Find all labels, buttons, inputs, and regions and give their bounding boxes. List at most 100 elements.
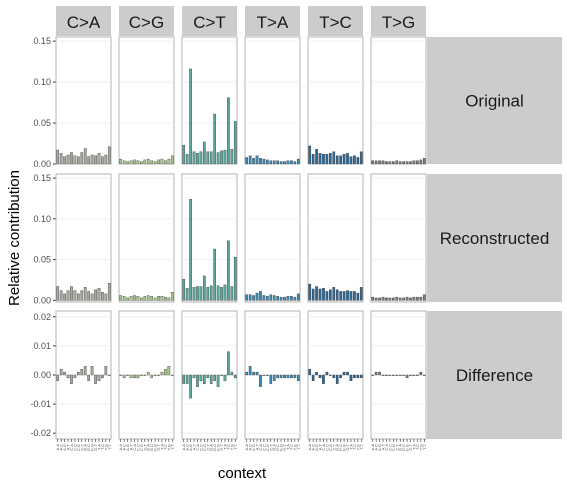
bar-0-0-5 [73,155,77,165]
bar-1-1-3 [129,296,133,301]
x-tick-label-3-1: A.C [248,444,253,451]
row-strip-label-2: Difference [456,366,533,385]
bar-1-5-6 [392,297,395,301]
facet-strip-3 [245,6,300,36]
bar-0-3-5 [262,158,266,165]
x-tick-label-0-3: A.T [66,443,71,450]
x-tick-label-4-14: T.G [355,444,360,450]
x-tick-label-4-15: T.T [359,443,364,449]
bar-0-3-2 [252,158,255,165]
bar-1-0-10 [90,293,94,301]
bar-2-0-6 [77,371,80,376]
bar-1-4-13 [353,291,356,301]
bar-1-1-8 [146,295,150,301]
bar-1-4-10 [342,291,346,301]
bar-2-4-10 [342,371,346,376]
y-tick-label-2-3: 0.01 [33,341,51,351]
bar-2-4-1 [311,374,315,381]
bar-1-1-9 [150,296,153,301]
bar-0-0-4 [70,152,73,165]
bar-2-2-7 [206,374,210,379]
bar-0-2-12 [223,149,227,165]
bar-0-1-2 [126,161,129,165]
bar-0-4-0 [308,145,312,165]
facet-strip-label-4: T>C [319,13,352,32]
bar-1-3-1 [248,294,252,301]
bar-2-0-7 [80,369,84,376]
bar-1-3-8 [272,295,276,301]
x-tick-label-2-8: G.A [209,444,214,451]
y-tick-label-1-1: 0.05 [33,255,51,265]
bar-2-0-2 [63,371,66,376]
bar-2-5-15 [422,374,426,376]
panel-1-5 [370,173,427,303]
bar-0-3-6 [266,159,269,165]
bar-2-3-9 [276,374,279,379]
bar-1-2-10 [216,285,220,301]
bar-1-0-15 [107,283,111,301]
bar-1-4-12 [349,291,353,301]
bar-1-0-3 [66,290,70,301]
x-tick-label-5-8: G.A [398,444,403,451]
bar-2-1-9 [150,374,153,379]
bar-2-1-4 [133,374,136,379]
bar-1-2-9 [213,248,216,301]
bar-0-2-0 [182,144,186,165]
bar-2-5-14 [419,371,423,376]
bar-1-0-9 [87,291,90,301]
bar-0-3-0 [245,157,249,165]
bar-2-0-14 [104,366,108,376]
bar-0-1-5 [136,160,140,165]
bar-1-4-2 [315,286,318,301]
bar-0-1-6 [140,161,143,165]
x-tick-label-1-13: T.C [163,444,168,450]
x-tick-label-2-2: A.G [188,444,193,451]
bar-2-4-2 [315,371,318,376]
bar-2-1-7 [143,374,147,376]
x-tick-label-2-15: T.T [233,443,238,449]
bar-0-0-2 [63,156,66,165]
x-tick-label-0-6: C.G [76,444,81,451]
x-tick-label-0-2: A.G [62,444,67,451]
x-tick-label-3-10: G.G [279,444,284,451]
bar-1-1-10 [153,297,157,301]
panel-0-4 [307,36,364,165]
bar-2-0-10 [90,366,94,376]
x-tick-label-3-7: C.T [268,443,273,450]
y-tick-label-0-0: 0.00 [33,159,51,169]
bar-0-1-3 [129,160,133,165]
bar-0-0-13 [101,156,104,165]
bar-0-2-6 [203,141,206,165]
x-tick-label-0-0: A.A [55,444,60,451]
bar-1-2-15 [233,256,237,301]
bar-2-2-3 [192,374,196,379]
x-tick-label-2-7: C.T [205,443,210,450]
x-tick-label-5-0: A.A [370,444,375,451]
bar-2-4-11 [346,371,349,376]
bar-2-4-14 [356,374,360,379]
x-tick-label-4-2: A.G [314,444,319,451]
bar-1-4-1 [311,288,315,301]
y-tick-label-0-3: 0.15 [33,36,51,46]
bar-0-3-13 [290,160,293,165]
bar-2-0-11 [94,374,97,384]
x-tick-label-0-5: C.C [72,444,77,451]
x-tick-label-5-2: A.G [377,444,382,451]
bar-0-3-3 [255,155,259,165]
bar-1-4-6 [329,289,332,301]
x-tick-label-3-2: A.G [251,444,256,451]
x-tick-label-2-6: C.G [202,444,207,451]
bar-0-0-1 [59,153,63,165]
x-axis-title: context [218,465,267,482]
x-tick-label-1-8: G.A [146,444,151,451]
bar-0-1-13 [164,160,167,165]
bar-0-0-10 [90,154,94,165]
bar-0-2-13 [227,97,230,165]
bar-0-1-14 [167,158,171,165]
bar-1-4-9 [339,291,342,301]
x-tick-label-0-9: G.C [86,444,91,451]
x-tick-label-3-11: G.T [282,443,287,450]
x-tick-label-0-12: T.A [96,444,101,450]
bar-1-0-7 [80,290,84,301]
bar-0-4-7 [332,151,336,165]
